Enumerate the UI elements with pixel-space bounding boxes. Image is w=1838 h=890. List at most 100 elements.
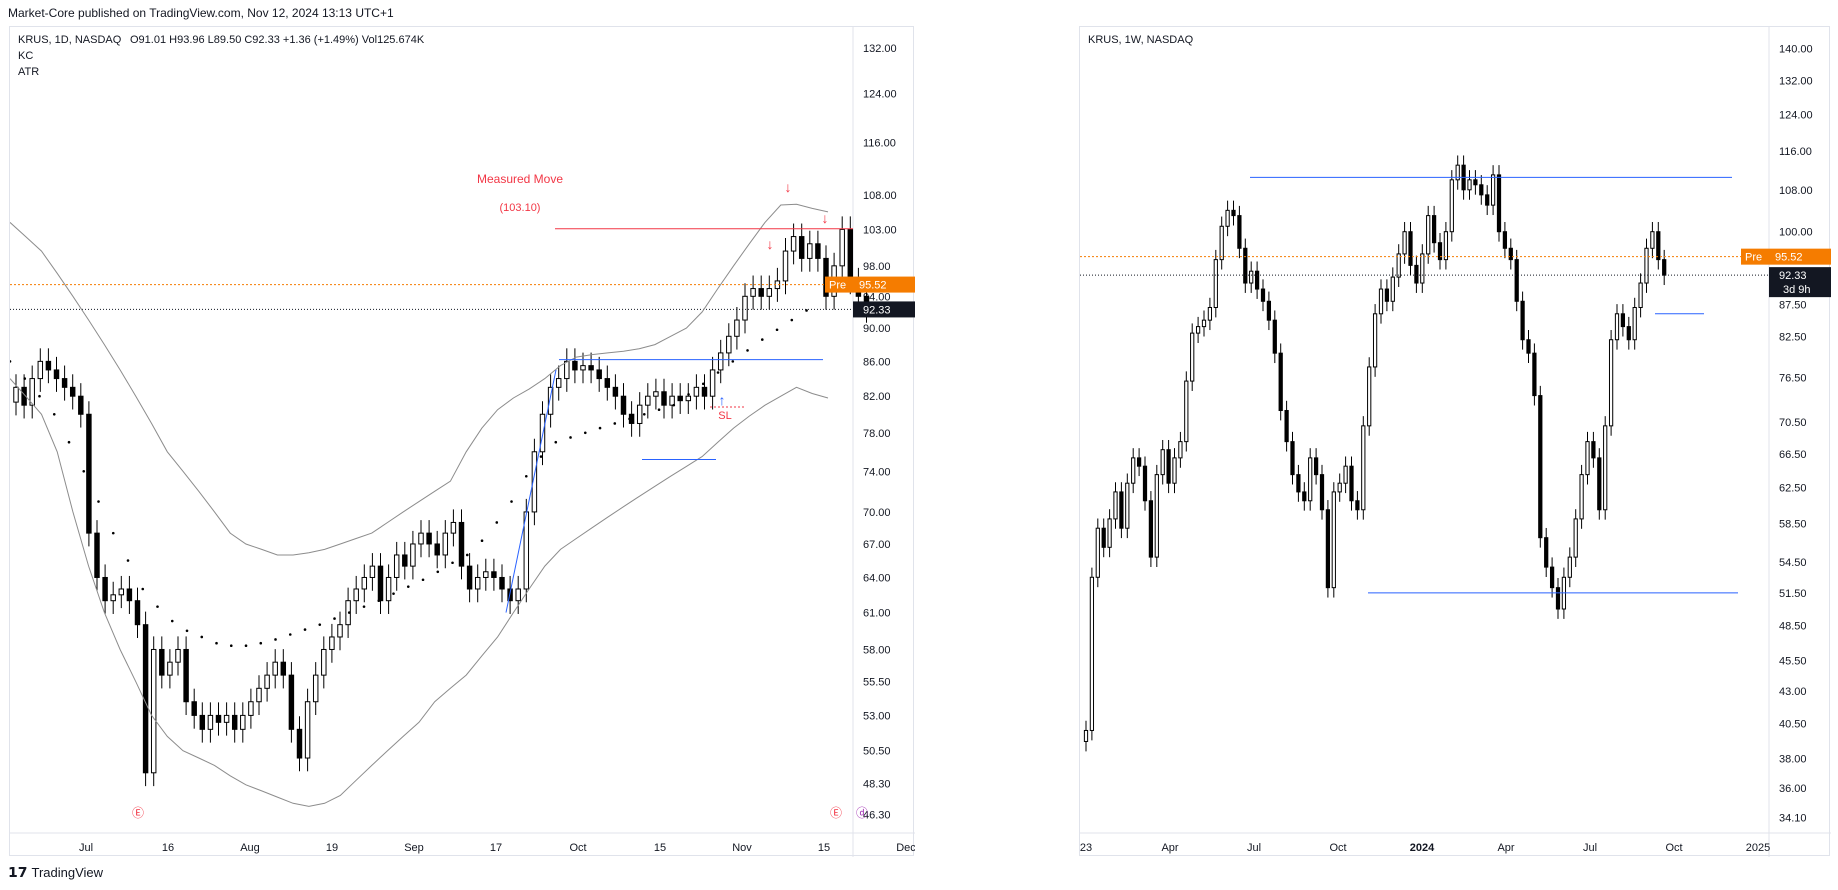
- last-price-badge: [1769, 267, 1831, 298]
- candle-up: [450, 521, 457, 534]
- candle-down: [1597, 457, 1602, 511]
- pre-market-badge: [1741, 248, 1831, 265]
- ohlc-values: O91.01 H93.96 L89.50 C92.33 +1.36 (+1.49…: [130, 34, 425, 46]
- candle-up: [1361, 425, 1366, 511]
- trailing-stop-dot: [554, 440, 558, 444]
- pre-market-label: Pre: [1745, 252, 1762, 264]
- candle-up: [361, 576, 368, 590]
- trailing-stop-dot: [451, 561, 454, 565]
- candle-down: [1485, 194, 1490, 206]
- trailing-stop-dot: [760, 338, 764, 341]
- daily-chart-pane[interactable]: 132.00 124.00 116.00 108.00 103.00 98.00 94.00…: [9, 26, 915, 857]
- y-tick-label: 76.50: [1779, 373, 1807, 385]
- candle-up: [304, 701, 311, 759]
- x-tick-label: Jul: [1583, 842, 1597, 854]
- trailing-stop-dot: [347, 611, 351, 614]
- trailing-stop-dot: [288, 633, 292, 636]
- y-tick-label: 116.00: [1779, 146, 1812, 158]
- candle-down: [1349, 465, 1354, 502]
- candle-up: [1567, 556, 1572, 578]
- candle-down: [1266, 300, 1272, 321]
- candle-up: [1420, 253, 1425, 284]
- candle-down: [69, 386, 76, 397]
- candle-up: [1207, 307, 1213, 321]
- x-tick-label: 2025: [1746, 842, 1770, 854]
- y-tick-label: 58.50: [1779, 519, 1807, 531]
- candle-down: [1408, 231, 1413, 266]
- candle-down: [288, 674, 295, 730]
- trailing-stop-dot: [805, 309, 808, 312]
- candle-up: [839, 228, 845, 267]
- y-tick-label: 74.00: [863, 466, 891, 478]
- candle-down: [1260, 288, 1266, 302]
- candle-down: [126, 588, 133, 602]
- candle-down: [199, 714, 206, 730]
- keltner-upper-band: [10, 203, 829, 556]
- candle-down: [1526, 339, 1531, 354]
- y-tick-label: 132.00: [1779, 76, 1813, 88]
- candle-down: [215, 714, 222, 723]
- candle-down: [1520, 300, 1525, 341]
- y-tick-label: 124.00: [1779, 110, 1813, 122]
- candle-down: [491, 571, 497, 578]
- candle-down: [701, 386, 708, 397]
- trailing-stop-dot: [200, 635, 204, 639]
- candle-down: [231, 714, 238, 730]
- candle-up: [1585, 441, 1590, 476]
- weekly-chart-svg[interactable]: 140.00 132.00 124.00 116.00 108.00 100.00 92.3…: [1080, 27, 1831, 857]
- y-tick-label: 67.00: [863, 539, 891, 551]
- y-tick-label: 51.50: [1779, 588, 1807, 600]
- y-tick-label: 70.00: [863, 507, 891, 519]
- candle-up: [37, 360, 44, 380]
- y-tick-label: 38.00: [1779, 753, 1807, 765]
- y-tick-label: 90.00: [863, 323, 891, 335]
- trailing-stop-dot: [790, 318, 794, 322]
- trailing-stop-dot: [362, 605, 366, 608]
- last-price-badge: [853, 301, 915, 318]
- trailing-stop-dot: [613, 422, 617, 425]
- candle-down: [661, 391, 667, 406]
- candle-down: [1148, 500, 1154, 558]
- candle-down: [377, 565, 384, 602]
- candle-up: [1095, 527, 1100, 578]
- candle-up: [1467, 179, 1472, 191]
- trailing-stop-dot: [628, 417, 631, 421]
- candle-up: [693, 386, 700, 397]
- candle-up: [564, 360, 570, 380]
- candle-up: [223, 714, 230, 723]
- candle-down: [1278, 352, 1283, 412]
- daily-chart-svg[interactable]: 132.00 124.00 116.00 108.00 103.00 98.00 94.00…: [10, 27, 915, 857]
- y-tick-label: 36.00: [1779, 783, 1807, 795]
- candle-down: [1591, 441, 1596, 459]
- trailing-stop-dot: [392, 592, 395, 595]
- trailing-stop-dot: [583, 431, 587, 435]
- trailing-stop-dot: [111, 531, 115, 535]
- candle-up: [1308, 457, 1313, 502]
- candle-up: [1195, 326, 1201, 334]
- trailing-stop-dot: [229, 644, 233, 647]
- last-price-value: 92.33: [863, 304, 891, 316]
- y-tick-label: 78.00: [863, 428, 891, 440]
- y-tick-label: 62.50: [1779, 483, 1807, 495]
- candle-up: [248, 701, 254, 716]
- candle-down: [1555, 587, 1561, 610]
- candle-up: [636, 404, 643, 424]
- x-tick-label: Aug: [240, 842, 260, 854]
- weekly-chart-pane[interactable]: 140.00 132.00 124.00 116.00 108.00 100.00 92.3…: [1079, 26, 1831, 857]
- trailing-stop-dot: [259, 641, 263, 645]
- candle-down: [1626, 326, 1631, 341]
- candle-up: [256, 687, 262, 703]
- candle-down: [1254, 270, 1260, 290]
- trailing-stop-dot: [141, 587, 145, 591]
- y-tick-label: 40.50: [1779, 719, 1807, 731]
- candle-down: [1514, 259, 1519, 302]
- trailing-stop-dot: [97, 500, 100, 503]
- candle-up: [1378, 288, 1384, 315]
- candle-down: [280, 661, 287, 676]
- candle-up: [1638, 282, 1643, 309]
- trailing-stop-dot: [775, 328, 779, 332]
- candle-up: [1396, 253, 1401, 278]
- candle-up: [118, 588, 125, 596]
- earnings-icon: Ⓔ: [132, 806, 144, 820]
- candle-up: [1608, 339, 1614, 427]
